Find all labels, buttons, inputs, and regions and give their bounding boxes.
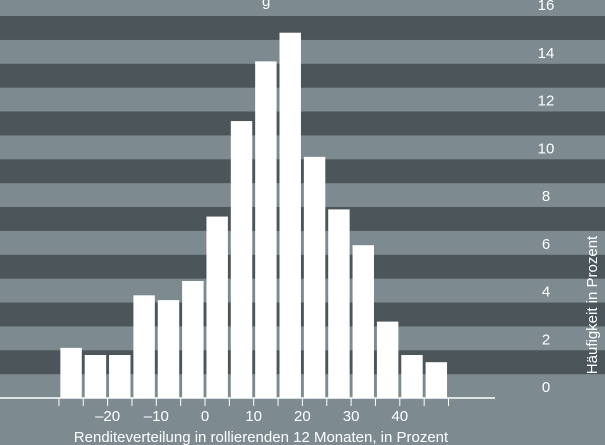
grid-band: [0, 87, 605, 112]
y-axis-label: Häufigkeit in Prozent: [584, 235, 601, 374]
grid-band: [0, 278, 605, 303]
grid-band: [0, 16, 605, 40]
y-tick-label: 6: [542, 236, 550, 253]
histogram-bar: [109, 355, 131, 398]
y-tick-label: 0: [542, 379, 550, 396]
histogram-bar: [352, 245, 374, 398]
histogram-bar: [182, 281, 204, 398]
grid-band: [0, 302, 605, 327]
grid-band: [0, 254, 605, 279]
histogram-bar: [376, 321, 399, 398]
grid-band: [0, 63, 605, 88]
x-tick-label: 0: [201, 408, 209, 425]
grid-band: [0, 183, 605, 207]
y-tick-label: 16: [538, 0, 555, 14]
y-tick-label: 2: [542, 331, 550, 348]
grid-band: [0, 326, 605, 351]
histogram-bar: [279, 32, 301, 399]
histogram-bar: [255, 61, 277, 399]
x-tick-label: 30: [343, 408, 360, 425]
chart-title-fragment: g: [262, 0, 270, 10]
histogram-bar: [157, 300, 180, 398]
y-tick-label: 14: [538, 45, 555, 62]
x-tick-label: 40: [391, 408, 408, 425]
y-tick-label: 10: [538, 140, 555, 157]
histogram-bar: [206, 216, 228, 398]
histogram-bar: [133, 295, 155, 398]
grid-band: [0, 207, 605, 231]
histogram-bar: [84, 355, 107, 398]
grid-band: [0, 0, 605, 16]
histogram-bar: [401, 355, 423, 398]
histogram-bar: [328, 209, 350, 398]
x-tick-label: 20: [294, 408, 311, 425]
histogram-bar: [60, 347, 82, 398]
histogram-bar: [303, 156, 326, 398]
x-tick-label: –10: [144, 408, 169, 425]
x-axis-label: Renditeverteilung in rollierenden 12 Mon…: [74, 429, 449, 445]
grid-band: [0, 230, 605, 255]
grid-band: [0, 111, 605, 136]
histogram-bar: [425, 362, 448, 398]
grid-band: [0, 39, 605, 64]
y-tick-label: 8: [542, 188, 550, 205]
y-tick-label: 4: [542, 284, 550, 301]
y-tick-label: 12: [538, 93, 555, 110]
x-tick-label: –20: [95, 408, 120, 425]
grid-band: [0, 135, 605, 160]
histogram-bar: [230, 121, 253, 399]
x-tick-label: 10: [245, 408, 262, 425]
grid-band: [0, 159, 605, 184]
